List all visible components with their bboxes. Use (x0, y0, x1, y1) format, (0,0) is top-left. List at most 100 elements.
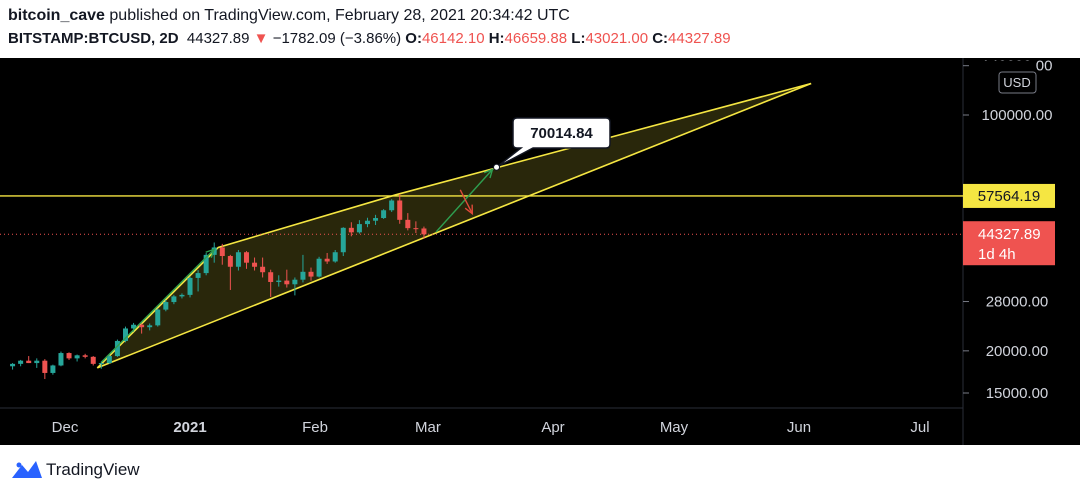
candle-body (98, 363, 104, 365)
candle (58, 351, 64, 367)
candle (421, 226, 427, 239)
currency-badge[interactable] (998, 71, 1037, 94)
footer: TradingView (0, 445, 1080, 496)
candle (187, 276, 193, 298)
candle (381, 209, 387, 219)
close-value: 44327.89 (668, 30, 731, 47)
open-value: 46142.10 (421, 30, 485, 47)
callout-anchor-dot (493, 163, 501, 171)
change-text: −1782.09 (−3.86%) (272, 30, 402, 47)
candle (348, 222, 354, 237)
last-price-text: 44327.89 (186, 30, 250, 47)
candle-body (348, 227, 354, 233)
candle (268, 269, 274, 297)
candle-body (26, 360, 32, 364)
candle (34, 358, 40, 368)
publish-text: published on TradingView.com, February 2… (109, 7, 570, 24)
candle (284, 269, 290, 288)
candle (42, 359, 48, 380)
callout-label: 70014.84 (530, 125, 593, 142)
tradingview-brand[interactable]: TradingView (46, 460, 140, 479)
y-tick-label: 28000.00 (986, 294, 1049, 311)
candle (82, 353, 88, 359)
candle (171, 294, 177, 305)
candle (18, 359, 24, 367)
candle-body (58, 353, 64, 366)
candle-body (332, 252, 338, 262)
candle (276, 275, 282, 287)
candle-body (155, 309, 161, 326)
low-value: 43021.00 (585, 30, 649, 47)
projection-arrow[interactable] (459, 189, 474, 216)
candles (10, 194, 427, 380)
last-price-label: 44327.89 (978, 226, 1041, 243)
currency-label[interactable]: USD (1003, 75, 1030, 90)
chart-background (0, 58, 1080, 445)
candle-body (18, 360, 24, 364)
candle (389, 199, 395, 212)
x-tick-label: Mar (415, 419, 441, 436)
candle (300, 254, 306, 283)
callout-bubble[interactable] (496, 117, 611, 168)
candle (413, 221, 419, 233)
x-tick-label: Dec (52, 419, 79, 436)
y-tick-label: 15000.00 (986, 385, 1049, 402)
author-name[interactable]: bitcoin_cave (8, 7, 105, 24)
candle (114, 339, 120, 357)
candle-body (308, 271, 314, 277)
candle-body (364, 220, 370, 225)
candle (243, 251, 249, 269)
candle-body (356, 224, 362, 233)
projection-arrow[interactable] (100, 248, 216, 363)
last-price-tag (963, 221, 1055, 266)
candle-body (90, 356, 96, 364)
candle (106, 355, 112, 364)
candle-body (10, 363, 16, 367)
candle-body (405, 219, 411, 229)
candle-body (324, 258, 330, 262)
candle (252, 257, 258, 271)
resistance-price-tag (963, 183, 1055, 208)
symbol-label: BITSTAMP:BTCUSD, 2D (8, 30, 179, 47)
candle-body (42, 360, 48, 373)
candle (90, 356, 96, 366)
x-tick-label: 2021 (173, 419, 206, 436)
price-callout[interactable]: 70014.84 (493, 117, 611, 171)
high-value: 46659.88 (504, 30, 568, 47)
price-axis[interactable]: 140000.00100000.0028000.0020000.0015000.… (963, 58, 1052, 402)
arrow-shaft (435, 168, 494, 233)
arrow-head-icon (483, 168, 494, 179)
candle-body (203, 254, 209, 274)
candle-body (187, 277, 193, 295)
publish-info: bitcoin_cave published on TradingView.co… (8, 7, 570, 25)
candle (235, 250, 241, 271)
arrows[interactable] (100, 168, 494, 363)
candle (219, 243, 225, 265)
candle (364, 217, 370, 228)
x-tick-label: Feb (302, 419, 328, 436)
tradingview-logo-icon[interactable] (10, 458, 44, 480)
candle-body (82, 355, 88, 357)
candle-body (131, 324, 137, 329)
candle (155, 308, 161, 327)
candle-body (260, 266, 266, 273)
candle-body (66, 353, 72, 359)
candle (340, 227, 346, 257)
candle (139, 323, 145, 334)
candle-body (122, 328, 128, 341)
time-axis[interactable]: Dec 2021 Feb Mar Apr May Jun Jul (52, 419, 930, 436)
candle-body (381, 210, 387, 219)
candle-body (300, 271, 306, 280)
candle-body (252, 262, 258, 267)
candle-body (292, 279, 298, 285)
candle (397, 194, 403, 224)
open-label: O: (405, 30, 422, 47)
candle (324, 252, 330, 264)
projection-arrow[interactable] (435, 168, 494, 233)
candle (195, 270, 201, 292)
x-tick-label: Jul (910, 419, 929, 436)
wedge-lower-line[interactable] (96, 82, 812, 369)
horizontal-line[interactable]: 57564.19 44327.89 1d 4h (0, 183, 1055, 266)
